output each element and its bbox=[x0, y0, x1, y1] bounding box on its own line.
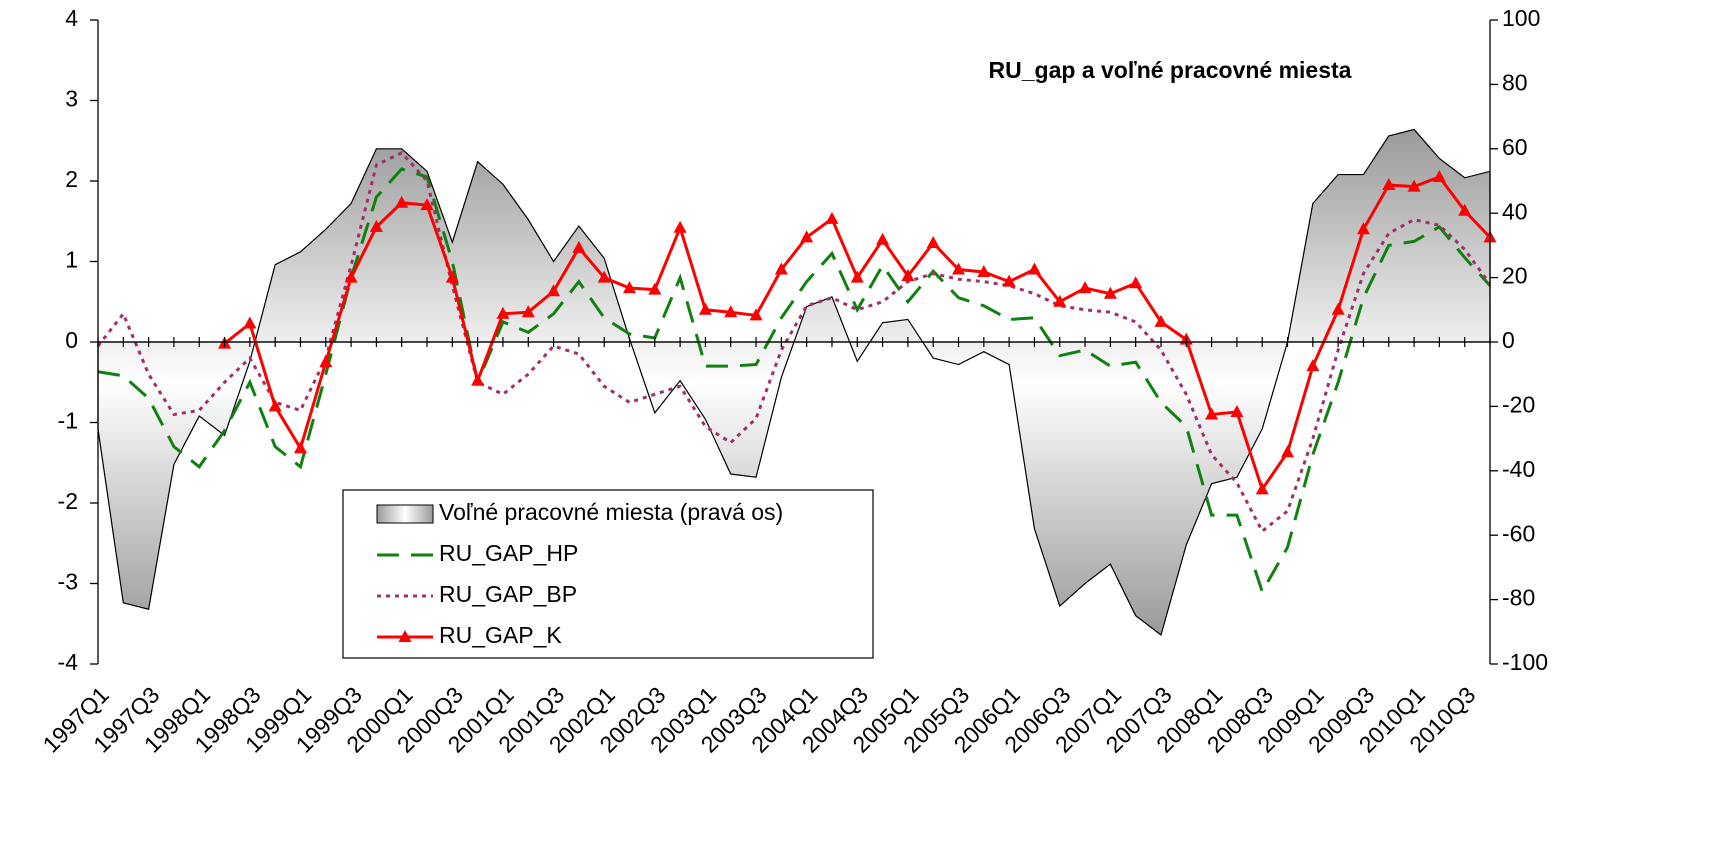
y2-tick-label: 0 bbox=[1502, 327, 1515, 353]
y2-tick-label: 20 bbox=[1502, 263, 1528, 289]
y2-tick-label: 80 bbox=[1502, 69, 1528, 95]
marker bbox=[977, 264, 991, 277]
legend-swatch bbox=[376, 504, 434, 524]
marker bbox=[1306, 359, 1320, 372]
marker bbox=[901, 268, 915, 281]
legend-label: RU_GAP_BP bbox=[439, 581, 577, 607]
marker bbox=[521, 305, 535, 318]
marker bbox=[1356, 222, 1370, 235]
y2-tick-label: -40 bbox=[1502, 456, 1535, 482]
marker bbox=[926, 235, 940, 248]
marker bbox=[319, 355, 333, 368]
y-tick-label: 0 bbox=[65, 327, 78, 353]
y2-tick-label: 40 bbox=[1502, 198, 1528, 224]
marker bbox=[673, 220, 687, 233]
marker bbox=[952, 262, 966, 275]
marker bbox=[1255, 482, 1269, 495]
marker bbox=[445, 270, 459, 283]
marker bbox=[597, 270, 611, 283]
y-tick-label: -3 bbox=[58, 569, 78, 595]
marker bbox=[1002, 274, 1016, 287]
marker bbox=[622, 281, 636, 294]
y2-tick-label: 100 bbox=[1502, 5, 1540, 31]
marker bbox=[1331, 302, 1345, 315]
marker bbox=[1053, 294, 1067, 307]
marker bbox=[749, 308, 763, 321]
y2-tick-label: -20 bbox=[1502, 391, 1535, 417]
marker bbox=[344, 270, 358, 283]
legend-label: RU_GAP_HP bbox=[439, 540, 578, 566]
marker bbox=[1129, 276, 1143, 289]
y-tick-label: 1 bbox=[65, 247, 78, 273]
marker bbox=[1205, 407, 1219, 420]
y2-tick-label: -100 bbox=[1502, 649, 1548, 675]
marker bbox=[1154, 314, 1168, 327]
line-series bbox=[97, 167, 1492, 596]
y-tick-label: -2 bbox=[58, 488, 78, 514]
marker bbox=[1103, 286, 1117, 299]
marker bbox=[1407, 179, 1421, 192]
marker bbox=[293, 441, 307, 454]
marker bbox=[1230, 405, 1244, 418]
marker bbox=[471, 373, 485, 386]
marker bbox=[724, 305, 738, 318]
legend-label: RU_GAP_K bbox=[439, 622, 562, 648]
y2-tick-label: -60 bbox=[1502, 520, 1535, 546]
marker bbox=[1458, 203, 1472, 216]
marker bbox=[243, 316, 257, 329]
chart-title: RU_gap a voľné pracovné miesta bbox=[989, 57, 1352, 83]
marker bbox=[572, 240, 586, 253]
marker bbox=[420, 198, 434, 211]
marker bbox=[825, 211, 839, 224]
marker bbox=[395, 195, 409, 208]
marker bbox=[496, 306, 510, 319]
marker bbox=[1432, 169, 1446, 182]
marker bbox=[1078, 281, 1092, 294]
y2-tick-label: -80 bbox=[1502, 585, 1535, 611]
y2-tick-label: 60 bbox=[1502, 134, 1528, 160]
marker bbox=[648, 282, 662, 295]
marker bbox=[698, 302, 712, 315]
legend-label: Voľné pracovné miesta (pravá os) bbox=[439, 499, 783, 525]
marker bbox=[369, 219, 383, 232]
marker bbox=[268, 399, 282, 412]
marker bbox=[800, 230, 814, 243]
y-tick-label: 3 bbox=[65, 86, 78, 112]
y-tick-label: -4 bbox=[58, 649, 79, 675]
marker bbox=[1382, 178, 1396, 191]
marker bbox=[850, 270, 864, 283]
marker bbox=[1281, 445, 1295, 458]
marker bbox=[876, 232, 890, 245]
y-tick-label: 2 bbox=[65, 166, 78, 192]
legend-marker bbox=[398, 630, 412, 642]
y-tick-label: -1 bbox=[58, 408, 78, 434]
marker bbox=[547, 284, 561, 297]
marker bbox=[774, 262, 788, 275]
marker bbox=[1027, 262, 1041, 275]
plot-layer bbox=[96, 128, 1497, 637]
y-tick-label: 4 bbox=[65, 5, 78, 31]
